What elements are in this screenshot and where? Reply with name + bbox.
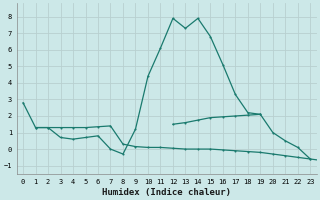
X-axis label: Humidex (Indice chaleur): Humidex (Indice chaleur) — [102, 188, 231, 197]
